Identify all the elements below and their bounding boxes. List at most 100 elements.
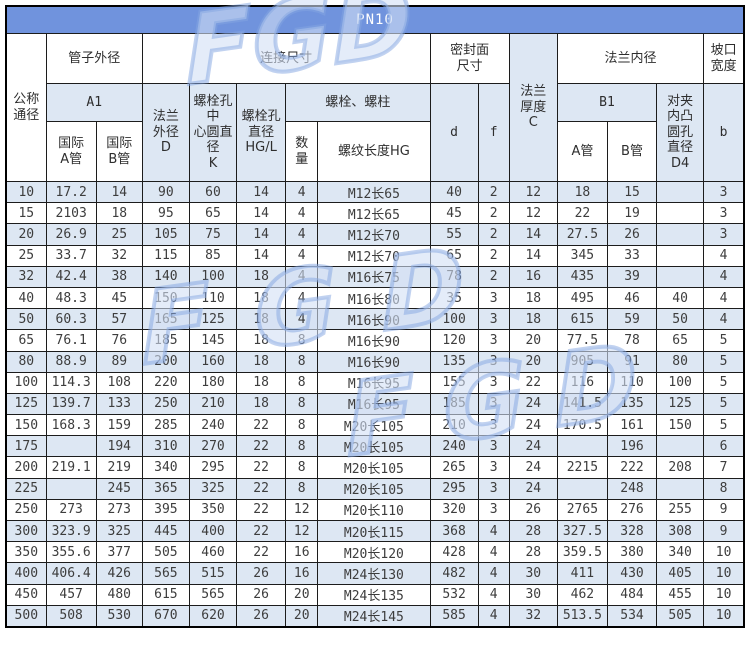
cell: 10 <box>703 604 745 628</box>
cell: 12 <box>285 519 319 543</box>
cell: 615 <box>141 583 190 606</box>
cell: 320 <box>429 498 479 522</box>
cell: 295 <box>188 456 238 479</box>
cell: 75 <box>188 223 238 246</box>
cell: 8 <box>285 414 319 437</box>
col-header-flange-id: 法兰内径 <box>556 33 705 84</box>
cell: 3 <box>477 308 510 331</box>
cell: 3 <box>477 414 510 437</box>
col-header-b: b <box>703 83 745 182</box>
table-row: 100 114.3 108 220 180 18 8 M16长95 155 3 22 116 110 10… <box>5 371 745 394</box>
cell: 3 <box>703 223 745 246</box>
cell: M16长95 <box>317 392 431 416</box>
table-row: 200 219.1 219 340 295 22 8 M20长105 265 3 24 2215 222… <box>5 456 745 479</box>
cell: 4 <box>703 308 745 331</box>
cell: 175 <box>5 435 47 458</box>
cell: 255 <box>656 498 705 522</box>
cell: 428 <box>429 541 479 564</box>
cell: 368 <box>429 519 479 543</box>
table-row: 32 42.4 38 140 100 18 4 M16长75 78 2 16 435 39 4 <box>5 265 745 288</box>
cell <box>656 477 705 500</box>
cell: 455 <box>656 583 705 606</box>
cell: 3 <box>703 180 745 204</box>
cell: 505 <box>141 541 190 564</box>
cell: 38 <box>95 265 143 288</box>
cell: 140 <box>141 265 190 288</box>
cell: 59 <box>606 308 658 331</box>
cell: 8 <box>285 456 319 479</box>
cell: 18 <box>236 308 287 331</box>
cell: 100 <box>188 265 238 288</box>
cell: 12 <box>285 498 319 522</box>
cell: 15 <box>606 180 658 204</box>
cell: 165 <box>141 308 190 331</box>
cell: 395 <box>141 498 190 522</box>
cell: 26 <box>236 562 287 585</box>
cell: 273 <box>95 498 143 522</box>
cell: 462 <box>556 583 608 606</box>
table-row: 500 508 530 670 620 26 20 M24长145 585 4 32 513.5 534… <box>5 604 745 628</box>
col-header-b1-a-pipe: A管 <box>556 121 608 182</box>
cell: 100 <box>5 371 47 394</box>
cell: 22 <box>236 456 287 479</box>
cell: 50 <box>656 308 705 331</box>
cell: 85 <box>188 244 238 267</box>
cell: 515 <box>188 562 238 585</box>
cell: 905 <box>556 350 608 373</box>
cell: 80 <box>656 350 705 373</box>
table-row: 25 33.7 32 115 85 14 4 M12长70 65 2 14 345 33 4 <box>5 244 745 267</box>
cell: 4 <box>477 519 510 543</box>
cell: 33 <box>606 244 658 267</box>
cell: 270 <box>188 435 238 458</box>
col-header-b1: B1 <box>556 83 658 122</box>
cell: 115 <box>141 244 190 267</box>
cell: 22 <box>236 541 287 564</box>
cell: 513.5 <box>556 604 608 628</box>
cell: 40 <box>5 286 47 310</box>
cell: 8 <box>285 477 319 500</box>
cell: 33.7 <box>45 244 97 267</box>
cell: 308 <box>656 519 705 543</box>
cell: 100 <box>429 308 479 331</box>
cell: 3 <box>477 371 510 394</box>
cell: 40 <box>429 180 479 204</box>
cell: 65 <box>656 329 705 352</box>
cell: 4 <box>285 265 319 288</box>
cell: 125 <box>5 392 47 416</box>
cell: 114.3 <box>45 371 97 394</box>
cell: 80 <box>5 350 47 373</box>
cell: 6 <box>703 435 745 458</box>
cell: 530 <box>95 604 143 628</box>
cell: M20长115 <box>317 519 431 543</box>
cell: 5 <box>703 350 745 373</box>
cell: 45 <box>429 202 479 225</box>
cell: 4 <box>285 223 319 246</box>
cell <box>656 435 705 458</box>
table-row: 450 457 480 615 565 26 20 M24长135 532 4 30 462 484 45… <box>5 583 745 606</box>
cell: 7 <box>703 456 745 479</box>
col-header-nominal-diameter: 公称 通径 <box>5 33 47 182</box>
cell: 4 <box>703 265 745 288</box>
cell: 406.4 <box>45 562 97 585</box>
col-header-bolt-qty: 数 量 <box>285 121 319 182</box>
cell: 20 <box>508 329 558 352</box>
cell: 273 <box>45 498 97 522</box>
cell: 250 <box>141 392 190 416</box>
cell: 78 <box>606 329 658 352</box>
cell: 14 <box>95 180 143 204</box>
cell: 426 <box>95 562 143 585</box>
cell: 161 <box>606 414 658 437</box>
cell: 2765 <box>556 498 608 522</box>
cell: 20 <box>285 583 319 606</box>
cell: 32 <box>95 244 143 267</box>
cell: 484 <box>606 583 658 606</box>
cell: 16 <box>285 541 319 564</box>
cell: 57 <box>95 308 143 331</box>
cell: 250 <box>5 498 47 522</box>
cell: 240 <box>188 414 238 437</box>
cell: 380 <box>606 541 658 564</box>
cell: 39 <box>606 265 658 288</box>
cell: M12长70 <box>317 244 431 267</box>
cell: 26 <box>236 583 287 606</box>
cell: M16长80 <box>317 286 431 310</box>
